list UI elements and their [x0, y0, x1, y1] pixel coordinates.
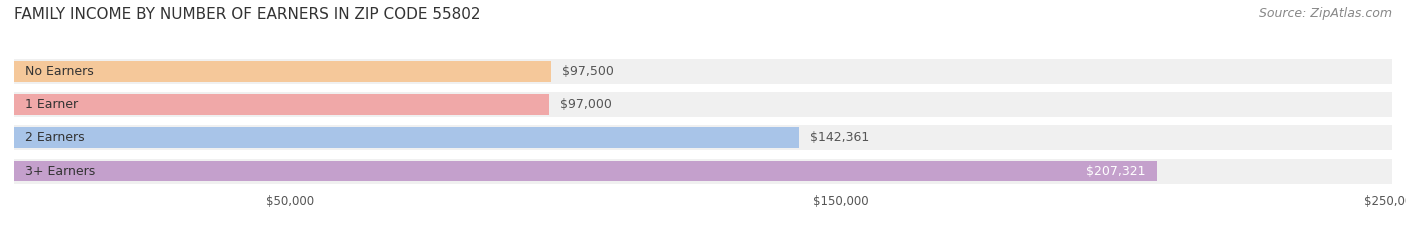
- Text: No Earners: No Earners: [25, 65, 94, 78]
- Text: 1 Earner: 1 Earner: [25, 98, 79, 111]
- Text: 2 Earners: 2 Earners: [25, 131, 84, 144]
- Bar: [14, 161, 1157, 182]
- Bar: [14, 92, 1392, 117]
- Bar: [14, 125, 1392, 150]
- Bar: [14, 94, 548, 115]
- Text: FAMILY INCOME BY NUMBER OF EARNERS IN ZIP CODE 55802: FAMILY INCOME BY NUMBER OF EARNERS IN ZI…: [14, 7, 481, 22]
- Text: $207,321: $207,321: [1087, 164, 1146, 178]
- Text: $97,000: $97,000: [560, 98, 612, 111]
- Bar: [14, 59, 1392, 84]
- Text: $142,361: $142,361: [810, 131, 869, 144]
- Bar: [14, 61, 551, 82]
- Text: $97,500: $97,500: [562, 65, 614, 78]
- Text: Source: ZipAtlas.com: Source: ZipAtlas.com: [1258, 7, 1392, 20]
- Bar: [14, 127, 799, 148]
- Text: 3+ Earners: 3+ Earners: [25, 164, 96, 178]
- Bar: [14, 159, 1392, 184]
